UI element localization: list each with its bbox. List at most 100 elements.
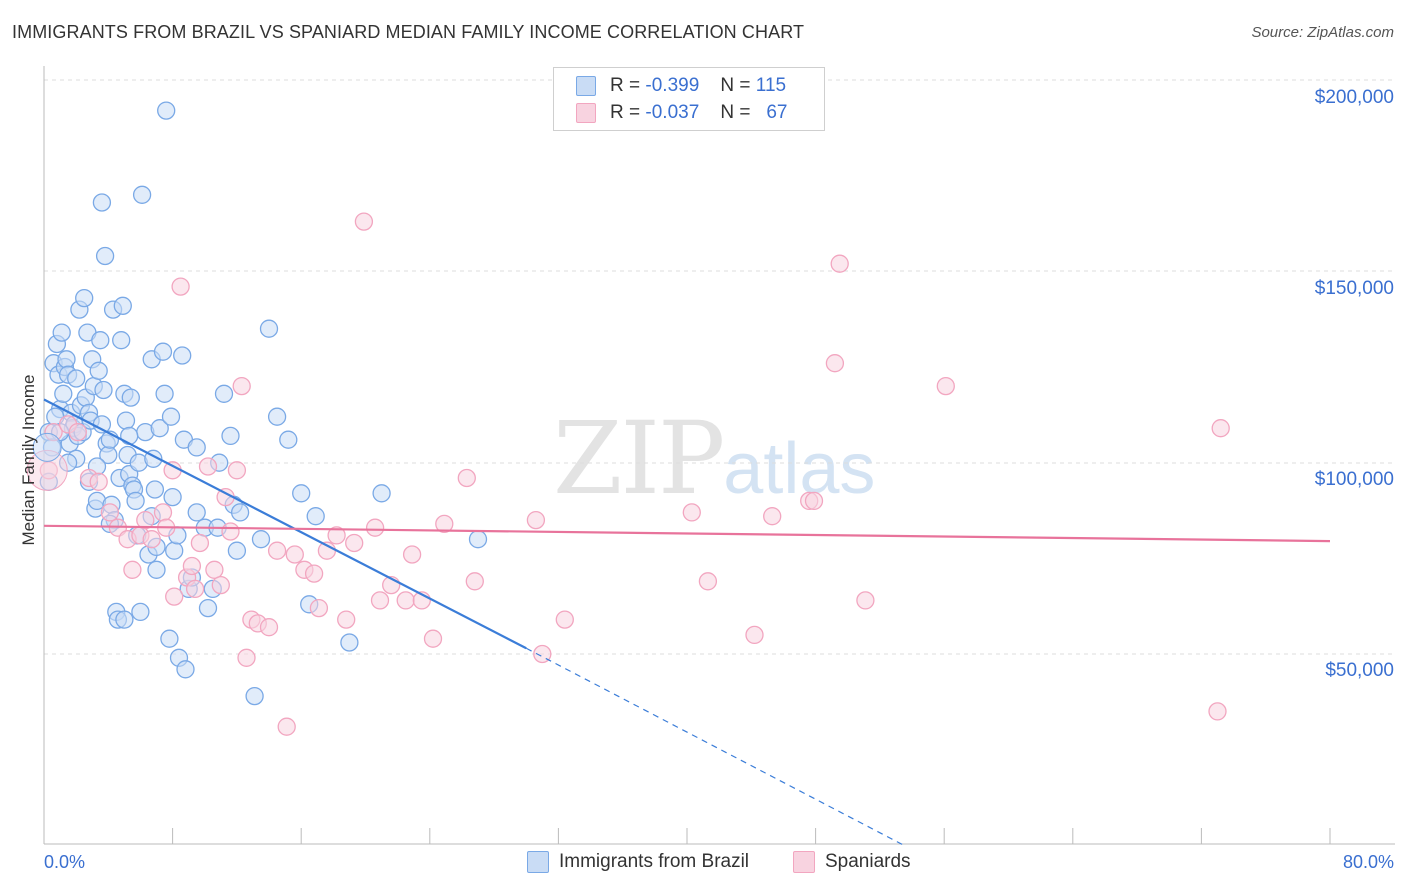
y-tick-label: $100,000	[1314, 469, 1394, 490]
spaniard-point	[423, 629, 443, 648]
brazil-point	[221, 426, 240, 446]
brazil-point	[153, 342, 173, 361]
brazil-point	[131, 602, 150, 622]
spaniard-point	[142, 530, 161, 549]
spaniard-point	[68, 422, 87, 442]
brazil-point	[187, 503, 206, 522]
brazil-point	[173, 346, 192, 365]
spaniard-point	[698, 572, 718, 591]
spaniard-point	[123, 560, 142, 579]
legend-swatch-spaniards	[576, 103, 596, 123]
spaniard-point	[205, 560, 224, 579]
brazil-point	[57, 350, 76, 369]
bottom-legend-label-spaniards: Spaniards	[825, 851, 911, 872]
spaniard-point	[457, 468, 476, 488]
spaniard-point	[89, 472, 108, 491]
brazil-point	[75, 288, 94, 308]
legend-n-label: N =	[720, 75, 751, 96]
brazil-trend-extension	[525, 647, 905, 846]
brazil-point	[187, 438, 206, 457]
chart-title: IMMIGRANTS FROM BRAZIL VS SPANIARD MEDIA…	[12, 22, 805, 42]
y-tick-label: $150,000	[1314, 278, 1394, 299]
spaniard-point	[165, 587, 184, 606]
correlation-legend: R = -0.399 N = 115 R = -0.037 N = 67	[553, 67, 825, 131]
brazil-point	[198, 598, 218, 618]
bottom-legend-brazil: Immigrants from Brazil	[527, 851, 749, 873]
spaniard-point	[365, 518, 385, 537]
spaniard-point	[153, 503, 173, 522]
spaniard-point	[465, 572, 484, 591]
spaniard-point	[198, 457, 218, 476]
brazil-point	[92, 193, 112, 212]
legend-n-value: 115	[755, 75, 787, 96]
spaniard-point	[526, 510, 546, 530]
brazil-point	[91, 331, 110, 350]
watermark: ZIPatlas	[553, 400, 875, 517]
spaniard-point	[171, 277, 190, 296]
source-note: Source: ZipAtlas.com	[1251, 24, 1394, 41]
brazil-point	[160, 629, 179, 648]
spaniard-point	[136, 510, 155, 530]
spaniard-point	[267, 541, 287, 560]
bottom-legend-label-brazil: Immigrants from Brazil	[559, 851, 750, 872]
legend-n-label: N =	[720, 102, 751, 123]
brazil-trend-line	[43, 398, 527, 650]
legend-r-label: R =	[610, 75, 641, 96]
legend-swatch-brazil	[576, 76, 596, 96]
spaniard-trend-line	[43, 524, 1331, 543]
spaniard-point	[211, 575, 230, 595]
spaniard-point	[555, 610, 574, 629]
spaniard-point	[221, 522, 240, 541]
x-tick-label-min: 0.0%	[44, 852, 86, 872]
brazil-point	[120, 426, 139, 446]
brazil-point	[251, 530, 271, 549]
brazil-point	[230, 503, 250, 522]
spaniard-point	[309, 598, 329, 618]
brazil-point	[306, 507, 325, 526]
brazil-point	[67, 369, 86, 388]
spaniard-point	[763, 507, 782, 526]
brazil-point	[165, 541, 184, 560]
spaniard-point	[259, 618, 279, 637]
spaniard-point	[237, 648, 256, 667]
spaniard-point	[745, 625, 764, 645]
bottom-legend-spaniards: Spaniards	[793, 851, 911, 873]
brazil-point	[113, 296, 132, 315]
brazil-point	[267, 407, 287, 426]
brazil-point	[245, 686, 264, 706]
spaniard-point	[435, 514, 454, 534]
legend-row-spaniards: R = -0.037 N = 67	[576, 100, 787, 126]
brazil-point	[132, 185, 152, 204]
x-tick-label-max: 80.0%	[1342, 852, 1394, 872]
brazil-point	[94, 380, 113, 400]
spaniard-point	[682, 503, 701, 522]
brazil-point	[214, 384, 234, 403]
legend-r-value: -0.399	[645, 75, 700, 96]
brazil-point	[54, 384, 73, 403]
spaniard-point	[285, 545, 304, 564]
spaniard-point	[804, 491, 824, 511]
brazil-point	[279, 430, 298, 449]
y-axis-label: Median Family Income	[19, 374, 38, 546]
spaniard-point	[277, 717, 296, 736]
brazil-point	[468, 530, 488, 549]
brazil-point	[292, 484, 311, 503]
brazil-point	[372, 484, 391, 503]
spaniard-point	[354, 212, 374, 231]
legend-r-label: R =	[610, 102, 641, 123]
brazil-point	[95, 246, 115, 266]
brazil-point	[155, 384, 174, 403]
spaniard-point	[936, 376, 955, 396]
y-tick-label: $50,000	[1325, 660, 1394, 681]
brazil-point	[121, 388, 140, 407]
brazil-point	[32, 432, 62, 462]
legend-row-brazil: R = -0.399 N = 115	[576, 73, 786, 99]
brazil-point	[259, 319, 279, 338]
brazil-point	[89, 361, 108, 380]
spaniard-point	[830, 254, 849, 273]
watermark-atlas: atlas	[723, 429, 876, 509]
brazil-point	[126, 491, 145, 511]
brazil-point	[161, 407, 181, 426]
y-axis-label-wrap: Median Family Income	[14, 310, 44, 610]
